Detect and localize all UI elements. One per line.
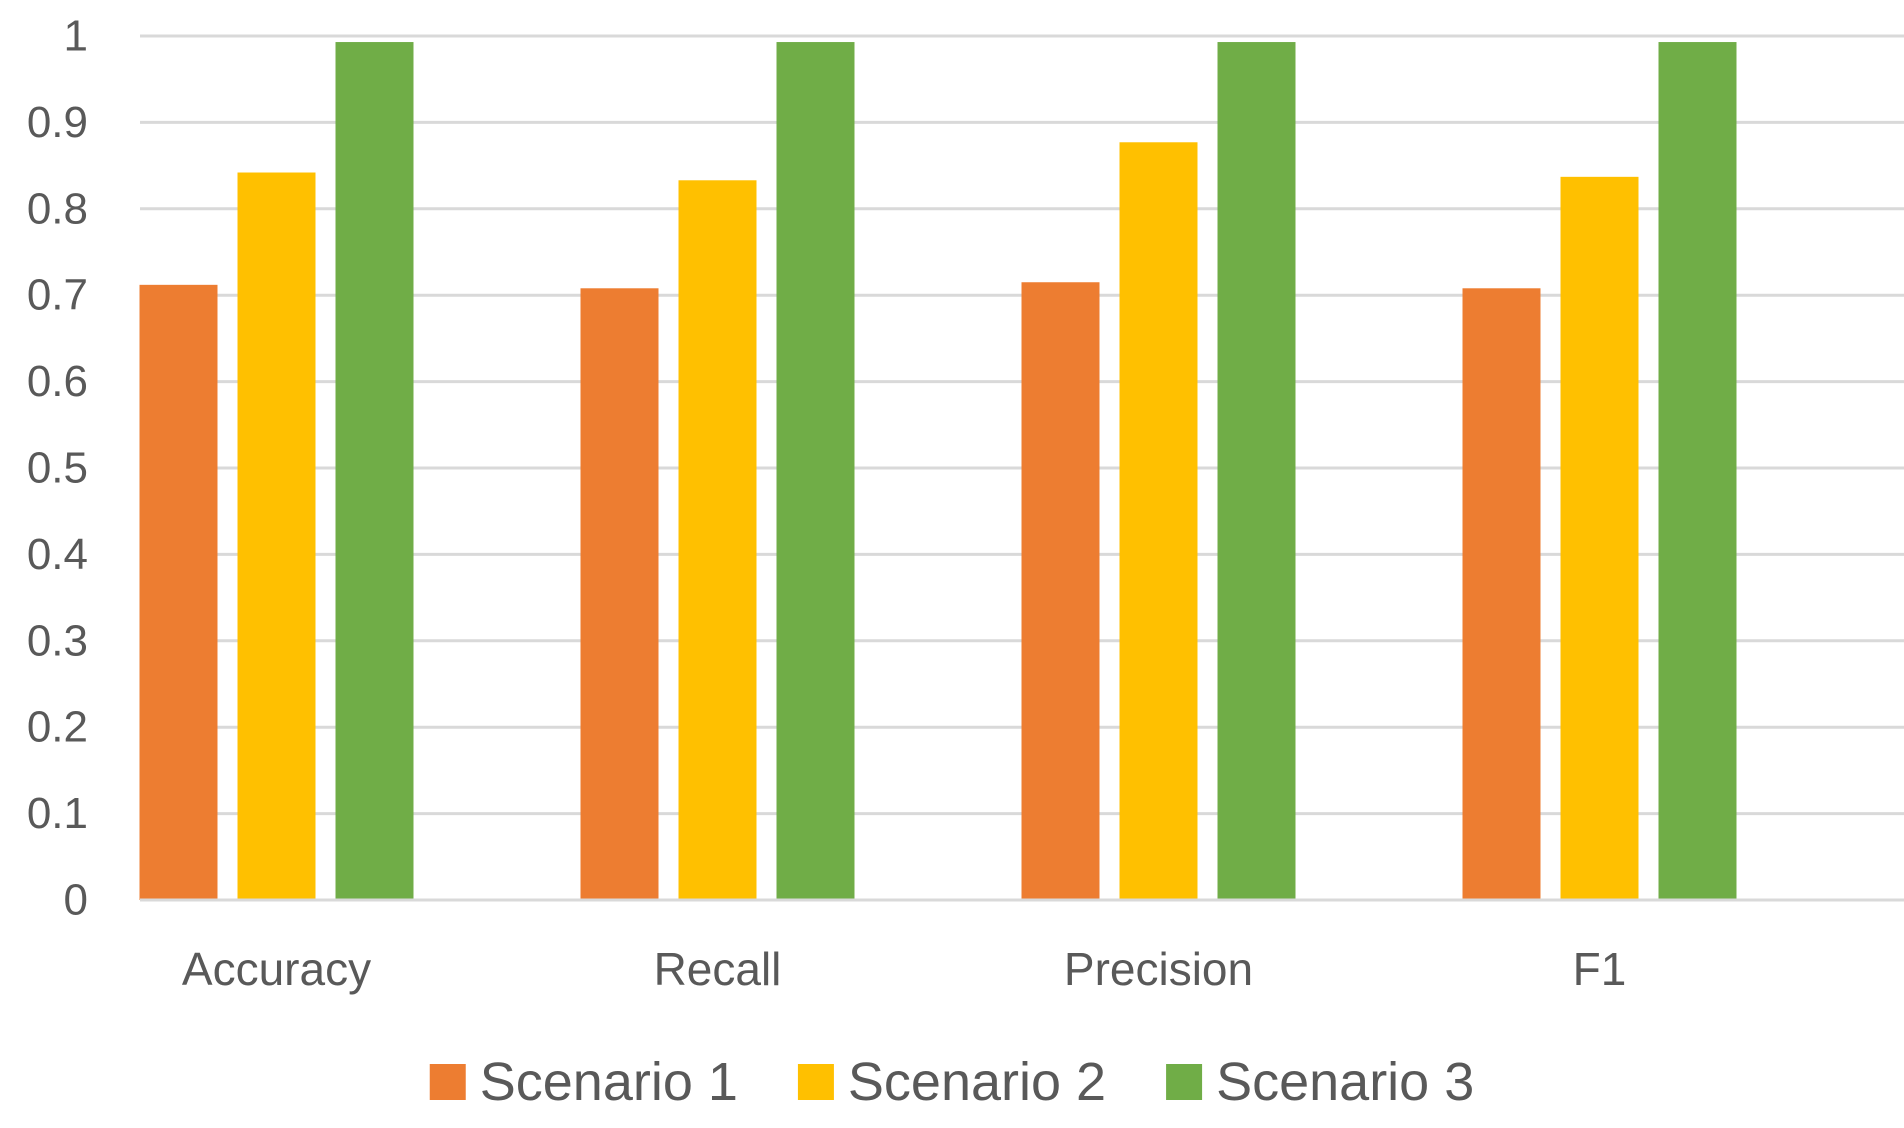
- y-tick-label: 0.8: [27, 184, 88, 233]
- x-tick-label: F1: [1573, 943, 1627, 995]
- legend-label: Scenario 1: [480, 1052, 738, 1112]
- legend-label: Scenario 3: [1216, 1052, 1474, 1112]
- y-tick-label: 0.5: [27, 444, 88, 493]
- legend-swatch: [797, 1064, 834, 1100]
- bar: [1658, 42, 1737, 901]
- legend-label: Scenario 2: [848, 1052, 1106, 1112]
- bars: [139, 42, 1737, 901]
- bar: [776, 42, 855, 901]
- bar: [580, 288, 659, 901]
- x-axis-labels: Accuracy Recall Precision F1: [182, 943, 1626, 995]
- y-tick-label: 0.7: [27, 271, 88, 320]
- bar: [335, 42, 414, 901]
- bar: [139, 284, 218, 900]
- y-tick-label: 0.6: [27, 357, 88, 406]
- y-axis-ticks: 0 0.1 0.2 0.3 0.4 0.5 0.6 0.7 0.8 0.9 1: [27, 12, 88, 925]
- legend: Scenario 1 Scenario 2 Scenario 3: [429, 1052, 1474, 1112]
- bar: [1021, 282, 1100, 900]
- y-tick-label: 0.2: [27, 703, 88, 752]
- bar: [1217, 42, 1296, 901]
- y-tick-label: 0.4: [27, 530, 88, 579]
- x-tick-label: Accuracy: [182, 943, 371, 995]
- bar: [678, 180, 757, 901]
- y-tick-label: 0.3: [27, 616, 88, 665]
- y-tick-label: 0.9: [27, 98, 88, 147]
- x-tick-label: Precision: [1064, 943, 1253, 995]
- bar: [1462, 288, 1541, 901]
- bar: [237, 172, 316, 901]
- x-tick-label: Recall: [654, 943, 782, 995]
- bar: [1119, 142, 1198, 901]
- y-tick-label: 1: [64, 12, 88, 61]
- legend-swatch: [429, 1064, 466, 1100]
- bar: [1560, 176, 1639, 900]
- legend-swatch: [1166, 1064, 1203, 1100]
- y-tick-label: 0: [64, 876, 88, 925]
- y-tick-label: 0.1: [27, 789, 88, 838]
